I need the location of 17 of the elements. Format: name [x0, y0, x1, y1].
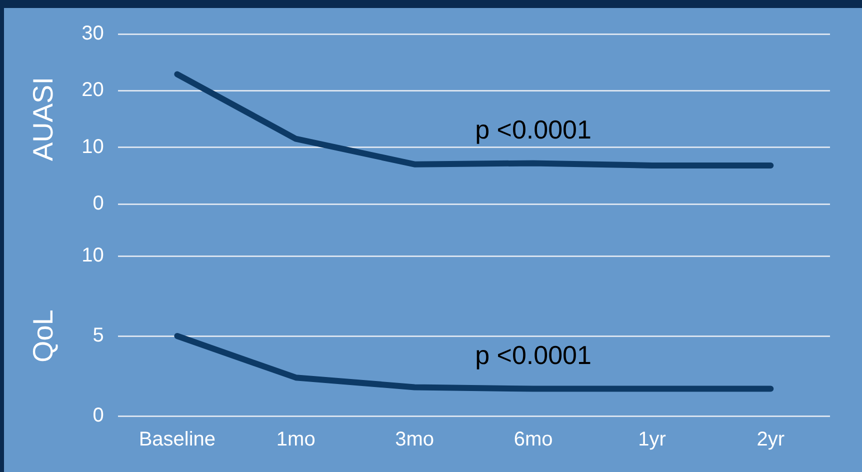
y-axis-title: AUASI: [28, 76, 59, 162]
x-tick-label: 6mo: [514, 428, 553, 451]
x-tick-label: 1yr: [638, 428, 666, 451]
y-tick-label: 20: [82, 79, 104, 102]
x-tick-label: 2yr: [756, 428, 785, 451]
y-tick-label: 30: [82, 22, 104, 45]
y-tick-label: 0: [92, 404, 104, 427]
x-tick-label: Baseline: [138, 428, 216, 451]
y-tick-label: 10: [82, 136, 104, 158]
y-tick-label: 5: [92, 324, 104, 347]
annotation: p <0.0001: [475, 340, 592, 370]
x-tick-label: 3mo: [395, 428, 434, 451]
y-tick-label: 10: [82, 244, 104, 267]
x-tick-label: 1mo: [276, 428, 316, 451]
annotation: p <0.0001: [475, 114, 592, 144]
y-tick-label: 0: [92, 192, 104, 215]
y-axis-title: QoL: [28, 310, 59, 362]
